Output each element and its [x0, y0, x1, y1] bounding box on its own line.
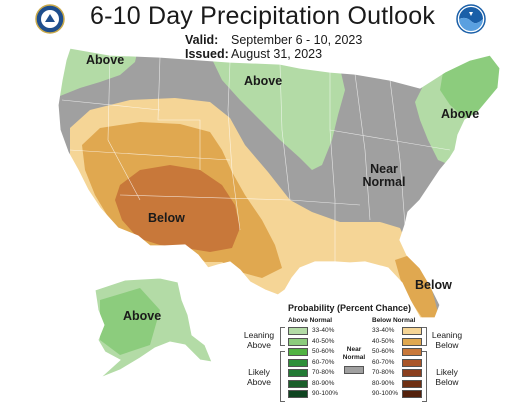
legend-above-header: Above Normal — [288, 317, 333, 324]
below-region-florida — [395, 255, 440, 318]
issued-label: Issued: — [185, 47, 229, 61]
below-legend-range-label: 80-90% — [372, 379, 395, 387]
label-above-alaska: Above — [123, 309, 162, 323]
legend-near-normal-label: Near Normal — [342, 346, 366, 361]
label-above-north-central: Above — [244, 74, 283, 88]
above-legend-row: 40-50% — [288, 337, 348, 346]
bracket-leaning-above — [280, 327, 285, 346]
above-legend-range-label: 80-90% — [312, 379, 335, 387]
valid-label: Valid: — [185, 33, 219, 47]
above-legend-row: 70-80% — [288, 369, 348, 377]
valid-dates: September 6 - 10, 2023 — [231, 33, 363, 47]
legend-leaning-below: Leaning Below — [431, 330, 463, 350]
forecast-meta: Valid: September 6 - 10, 2023 Issued: Augu… — [185, 33, 362, 61]
legend-near-normal-swatch — [344, 366, 364, 374]
below-legend-row: 80-90% — [372, 379, 432, 388]
below-legend-row: 33-40% — [372, 327, 432, 335]
above-legend-range-label: 90-100% — [312, 390, 339, 397]
above-legend-row: 50-60% — [288, 348, 348, 356]
above-legend-range-label: 70-80% — [312, 369, 335, 376]
below-legend-swatch — [402, 358, 422, 367]
legend-title: Probability (Percent Chance) — [288, 303, 412, 313]
above-legend-range-label: 33-40% — [312, 327, 335, 334]
legend-likely-below: Likely Below — [435, 367, 459, 387]
below-legend-swatch — [402, 390, 422, 398]
above-legend-range-label: 50-60% — [312, 348, 335, 355]
above-legend-swatch — [288, 348, 308, 356]
above-legend-row: 80-90% — [288, 379, 348, 388]
above-legend-row: 33-40% — [288, 327, 348, 335]
above-region-north-central — [210, 55, 345, 170]
noaa-logo-icon — [456, 4, 486, 34]
label-above-northeast: Above — [441, 107, 480, 121]
legend-below-header: Below Normal — [372, 317, 416, 324]
above-legend-row: 90-100% — [288, 390, 348, 398]
alaska-outline — [94, 277, 213, 379]
bracket-likely-above — [280, 351, 285, 402]
legend-likely-above: Likely Above — [246, 367, 272, 387]
page-title: 6-10 Day Precipitation Outlook — [89, 2, 436, 30]
above-legend-swatch — [288, 390, 308, 398]
below-legend-row: 70-80% — [372, 369, 432, 377]
below-legend-swatch — [402, 379, 422, 388]
label-near-normal: Near Normal — [362, 162, 406, 189]
label-below-florida: Below — [415, 278, 452, 292]
below-legend-swatch — [402, 369, 422, 377]
above-legend-row: 60-70% — [288, 358, 348, 367]
above-legend-swatch — [288, 337, 308, 346]
below-legend-row: 60-70% — [372, 358, 432, 367]
conus-outline — [57, 47, 501, 319]
below-legend-row: 40-50% — [372, 337, 432, 346]
below-legend-range-label: 70-80% — [372, 369, 395, 376]
state-boundaries — [61, 54, 451, 262]
issued-date: August 31, 2023 — [231, 47, 323, 61]
below-legend-range-label: 50-60% — [372, 348, 395, 355]
above-legend-swatch — [288, 369, 308, 377]
probability-legend: Probability (Percent Chance) Above Norma… — [240, 303, 490, 403]
below-legend-swatch — [402, 337, 422, 346]
label-above-northwest: Above — [86, 53, 125, 67]
below-region-dark — [115, 165, 240, 252]
below-legend-row: 50-60% — [372, 348, 432, 356]
above-legend-range-label: 60-70% — [312, 358, 335, 366]
bracket-leaning-below — [422, 327, 427, 346]
legend-leaning-above: Leaning Above — [243, 330, 275, 350]
above-legend-swatch — [288, 379, 308, 388]
above-legend-swatch — [288, 327, 308, 335]
doc-seal-icon — [35, 4, 65, 34]
below-legend-range-label: 90-100% — [372, 390, 399, 397]
below-legend-swatch — [402, 348, 422, 356]
bracket-likely-below — [422, 351, 427, 402]
above-legend-swatch — [288, 358, 308, 367]
above-legend-range-label: 40-50% — [312, 337, 335, 345]
below-legend-range-label: 40-50% — [372, 337, 395, 345]
below-legend-range-label: 60-70% — [372, 358, 395, 366]
alaska-region — [95, 278, 212, 378]
below-legend-range-label: 33-40% — [372, 327, 395, 334]
below-legend-row: 90-100% — [372, 390, 432, 398]
label-below-southwest: Below — [148, 211, 185, 225]
below-legend-swatch — [402, 327, 422, 335]
